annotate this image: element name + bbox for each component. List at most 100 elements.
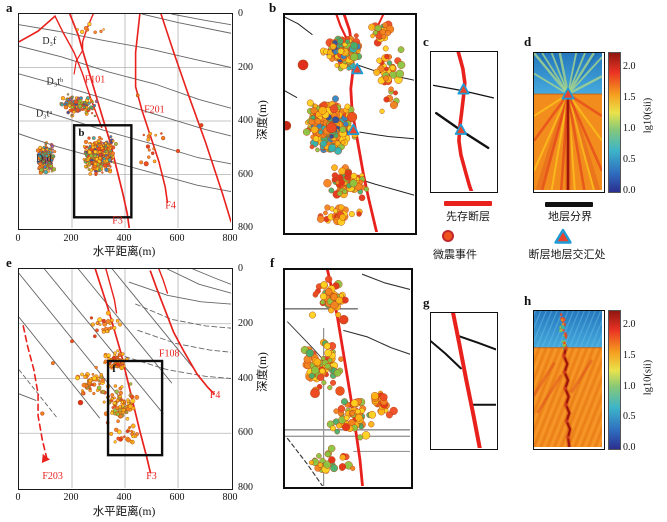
depth-tick: 0 xyxy=(238,263,243,274)
event-dot xyxy=(66,93,70,96)
event-dot xyxy=(350,41,359,50)
event-dot xyxy=(84,110,88,115)
event-dot xyxy=(87,136,91,140)
event-dot xyxy=(368,410,377,419)
event-dot xyxy=(315,147,320,153)
event-dot xyxy=(95,321,100,325)
event-dot xyxy=(344,103,351,110)
heat-ray xyxy=(558,53,570,95)
event-dot xyxy=(88,378,93,384)
event-dot xyxy=(339,213,347,221)
event-dot xyxy=(44,142,48,145)
heat-ray xyxy=(567,53,586,95)
event-dot xyxy=(75,375,80,381)
event-dot xyxy=(51,361,55,366)
event-dot xyxy=(324,363,331,370)
event-dot xyxy=(63,105,68,110)
event-dot xyxy=(107,327,112,331)
panel-e-depth-ticks: 0 200 400 600 800 xyxy=(238,263,262,493)
heat-ripple xyxy=(541,311,558,348)
event-dot xyxy=(89,105,93,109)
heat-ray xyxy=(567,56,602,95)
event-dot xyxy=(327,444,336,453)
event-dot xyxy=(48,156,51,159)
inset-box xyxy=(106,359,164,457)
colorbar-tick: 2.0 xyxy=(623,61,636,73)
event-dot xyxy=(80,391,85,395)
event-dot xyxy=(310,388,320,399)
event-dot xyxy=(97,139,101,143)
event-dot xyxy=(116,349,120,353)
event-dot xyxy=(47,170,51,173)
x-tick: 200 xyxy=(63,492,79,503)
event-dot xyxy=(316,453,322,459)
event-dot xyxy=(109,431,114,436)
event-dot xyxy=(68,98,73,102)
heat-ray xyxy=(566,94,602,172)
event-dot xyxy=(340,139,346,145)
event-dot xyxy=(148,131,153,136)
heat-stripe xyxy=(560,347,602,447)
event-dot xyxy=(342,188,348,195)
event-dot xyxy=(105,319,111,324)
panel-b-plot xyxy=(283,13,417,235)
event-dot xyxy=(42,160,46,163)
colorbar-h xyxy=(608,310,621,450)
fault-line xyxy=(149,270,215,395)
event-dot xyxy=(344,39,350,45)
event-dot xyxy=(95,388,100,393)
event-dot xyxy=(358,424,364,430)
strata-boundary-line xyxy=(135,303,231,329)
depth-tick: 800 xyxy=(238,222,253,233)
event-dot xyxy=(44,149,48,153)
heat-stripe xyxy=(573,376,602,447)
event-dot xyxy=(397,46,405,53)
event-dot xyxy=(73,99,79,105)
fault-line xyxy=(134,14,169,204)
event-dot xyxy=(104,149,108,153)
colorbar-d-ticks: 2.0 1.5 1.0 0.5 0.0 xyxy=(623,52,647,196)
heat-stripe xyxy=(534,347,551,390)
event-dot xyxy=(90,322,95,327)
strata-boundary-line xyxy=(19,45,231,109)
event-dot xyxy=(373,68,381,76)
event-dot xyxy=(39,157,43,162)
event-dot xyxy=(327,357,333,363)
heat-stripe xyxy=(534,347,561,416)
event-dot xyxy=(199,123,204,128)
event-dot xyxy=(125,429,130,434)
event-dot xyxy=(336,37,344,45)
event-dot xyxy=(89,153,94,158)
event-dot xyxy=(161,136,166,141)
event-dot xyxy=(105,329,109,334)
event-dot xyxy=(324,349,332,357)
heat-stripe xyxy=(580,393,602,447)
strata-boundary-line xyxy=(343,329,410,355)
event-dot xyxy=(150,151,155,156)
event-dot xyxy=(65,98,69,102)
heat-ray xyxy=(567,75,602,95)
event-dot xyxy=(160,132,163,135)
colorbar-h-ticks: 2.0 1.5 1.0 0.5 0.0 xyxy=(623,310,647,453)
speckle-dot xyxy=(563,341,566,345)
heat-stripe xyxy=(536,347,578,447)
strata-boundary-line xyxy=(19,316,101,419)
event-dot xyxy=(104,167,109,173)
heat-ray xyxy=(566,94,586,190)
event-dot xyxy=(313,290,319,297)
heat-ray xyxy=(550,94,569,190)
hot-spot xyxy=(562,370,567,374)
event-dot xyxy=(71,95,74,99)
speckle-dot xyxy=(565,337,567,339)
event-dot xyxy=(75,107,80,113)
event-dot xyxy=(336,190,343,197)
event-dot xyxy=(125,416,130,421)
event-dot xyxy=(103,163,108,168)
speckle-dot xyxy=(559,329,563,333)
event-dot xyxy=(98,143,102,147)
event-dot xyxy=(112,161,115,164)
panel-e-plot: f F108 F4 F3 F203 xyxy=(18,268,233,490)
event-dot xyxy=(302,128,311,136)
fault-name-label: F3 xyxy=(112,216,123,227)
event-dot xyxy=(353,33,359,39)
